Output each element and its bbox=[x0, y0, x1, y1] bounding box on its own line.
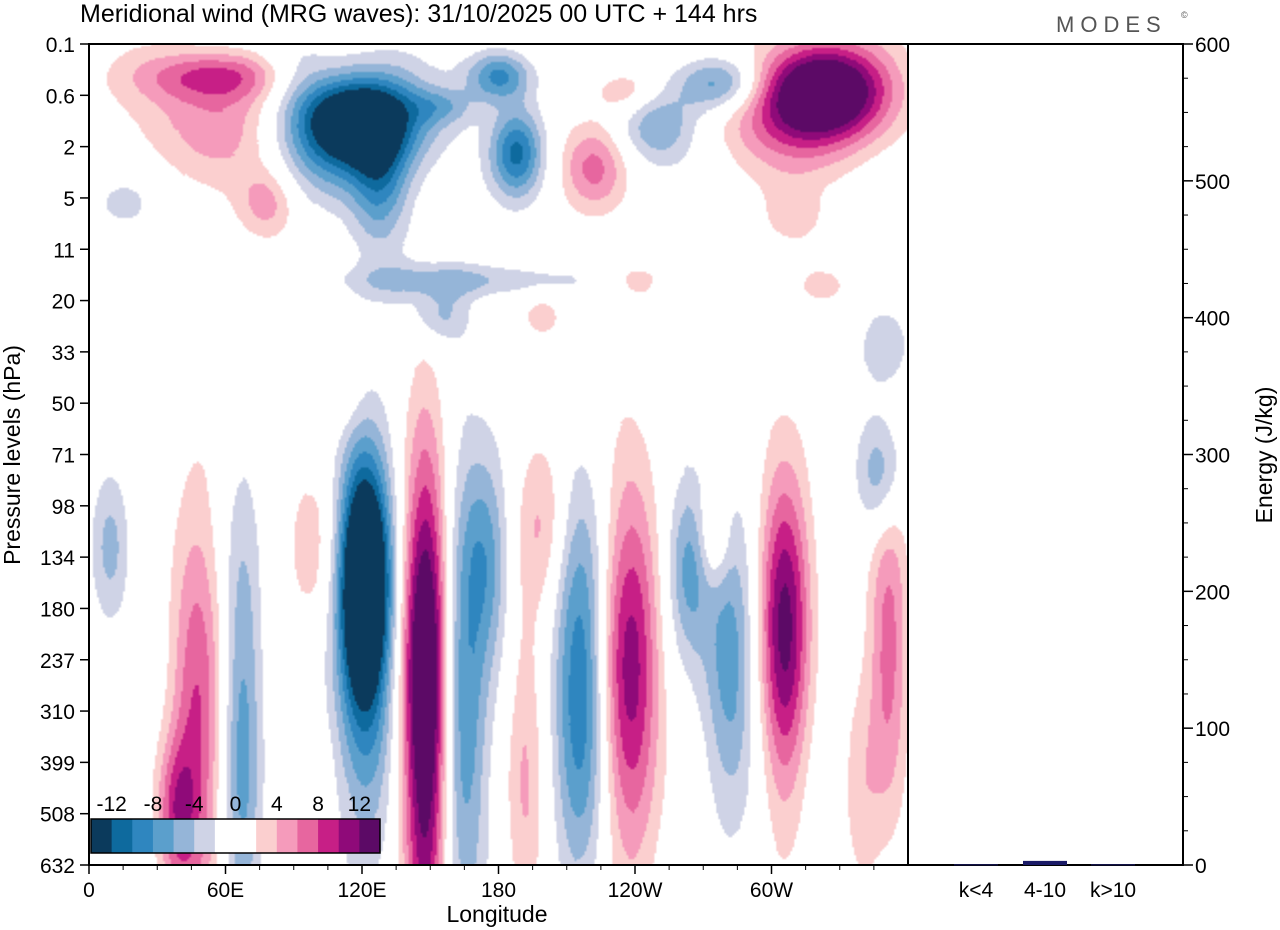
y-tick-label: 0.6 bbox=[46, 85, 75, 108]
y-tick-label: 399 bbox=[40, 752, 75, 775]
colorbar-label: 8 bbox=[312, 793, 324, 816]
energy-bar bbox=[954, 864, 998, 866]
colorbar: -12 -8 -4 0 4 8 12 bbox=[90, 793, 381, 854]
x-axis-label: Longitude bbox=[446, 901, 547, 927]
colorbar-label: 4 bbox=[271, 793, 283, 816]
energy-bar bbox=[1091, 864, 1135, 866]
x-tick-label: 60W bbox=[750, 879, 793, 902]
x-tick-label: 180 bbox=[481, 879, 516, 902]
colorbar-swatch bbox=[235, 819, 257, 853]
y-tick-label: 71 bbox=[52, 445, 75, 468]
energy-y-axis: 0 100 200 300 400 500 600 bbox=[1183, 34, 1230, 878]
colorbar-swatch bbox=[152, 819, 175, 853]
x-tick-label: 0 bbox=[83, 879, 95, 902]
energy-tick-label: 500 bbox=[1195, 171, 1230, 194]
colorbar-swatch bbox=[173, 819, 195, 853]
y-tick-label: 310 bbox=[40, 701, 75, 724]
colorbar-swatch bbox=[276, 819, 298, 853]
energy-tick-label: 400 bbox=[1195, 308, 1230, 331]
y-tick-label: 50 bbox=[52, 393, 75, 416]
y-tick-label: 5 bbox=[63, 188, 75, 211]
colorbar-swatch bbox=[111, 819, 133, 853]
y-tick-label: 180 bbox=[40, 598, 75, 621]
x-tick-label: 120E bbox=[337, 879, 386, 902]
colorbar-label: -8 bbox=[144, 793, 163, 816]
heatmap-field bbox=[89, 44, 908, 865]
energy-category-label: 4-10 bbox=[1024, 879, 1066, 902]
colorbar-swatch bbox=[297, 819, 319, 853]
colorbar-swatch bbox=[194, 819, 216, 853]
y-tick-label: 0.1 bbox=[46, 34, 75, 57]
energy-category-label: k>10 bbox=[1090, 879, 1136, 902]
energy-tick-label: 0 bbox=[1195, 855, 1207, 878]
colorbar-swatch bbox=[132, 819, 154, 853]
y-tick-label: 632 bbox=[40, 855, 75, 878]
modes-logo: MODES © bbox=[1056, 10, 1188, 37]
brand-mark: © bbox=[1181, 10, 1188, 20]
heatmap-contours bbox=[89, 44, 908, 865]
y-axis: 0.1 0.6 2 5 11 20 33 50 71 98 134 180 237 310 399 508 63… bbox=[40, 34, 89, 878]
energy-tick-label: 600 bbox=[1195, 34, 1230, 57]
energy-tick-label: 300 bbox=[1195, 445, 1230, 468]
y-tick-label: 20 bbox=[52, 291, 75, 314]
y-tick-label: 33 bbox=[52, 342, 75, 365]
x-tick-label: 120W bbox=[608, 879, 663, 902]
colorbar-label: -12 bbox=[96, 793, 126, 816]
x-tick-label: 60E bbox=[207, 879, 244, 902]
colorbar-swatch bbox=[256, 819, 278, 853]
energy-frame bbox=[907, 43, 1184, 866]
energy-tick-label: 100 bbox=[1195, 718, 1230, 741]
colorbar-swatch bbox=[91, 819, 113, 853]
energy-tick-label: 200 bbox=[1195, 581, 1230, 604]
energy-axis-label: Energy (J/kg) bbox=[1251, 387, 1277, 524]
colorbar-swatch bbox=[318, 819, 340, 853]
energy-bars bbox=[954, 860, 1135, 866]
chart-title: Meridional wind (MRG waves): 31/10/2025 … bbox=[80, 0, 757, 28]
energy-category-label: k<4 bbox=[959, 879, 994, 902]
y-tick-label: 237 bbox=[40, 650, 75, 673]
y-tick-label: 508 bbox=[40, 804, 75, 827]
energy-categories: k<4 4-10 k>10 bbox=[959, 879, 1136, 902]
colorbar-label: -4 bbox=[185, 793, 204, 816]
colorbar-label: 12 bbox=[348, 793, 371, 816]
y-tick-label: 98 bbox=[52, 496, 75, 519]
colorbar-swatch bbox=[359, 819, 381, 853]
colorbar-swatch bbox=[338, 819, 360, 853]
energy-bar bbox=[1023, 860, 1067, 865]
y-tick-label: 2 bbox=[63, 137, 75, 160]
colorbar-label: 0 bbox=[230, 793, 242, 816]
x-axis: 0 60E 120E 180 120W 60W bbox=[83, 865, 875, 902]
brand-text: MODES bbox=[1056, 12, 1167, 37]
colorbar-swatch bbox=[214, 819, 236, 853]
y-tick-label: 134 bbox=[40, 547, 75, 570]
y-tick-label: 11 bbox=[53, 239, 75, 262]
y-axis-label: Pressure levels (hPa) bbox=[0, 345, 25, 565]
colorbar-frame bbox=[90, 818, 381, 854]
